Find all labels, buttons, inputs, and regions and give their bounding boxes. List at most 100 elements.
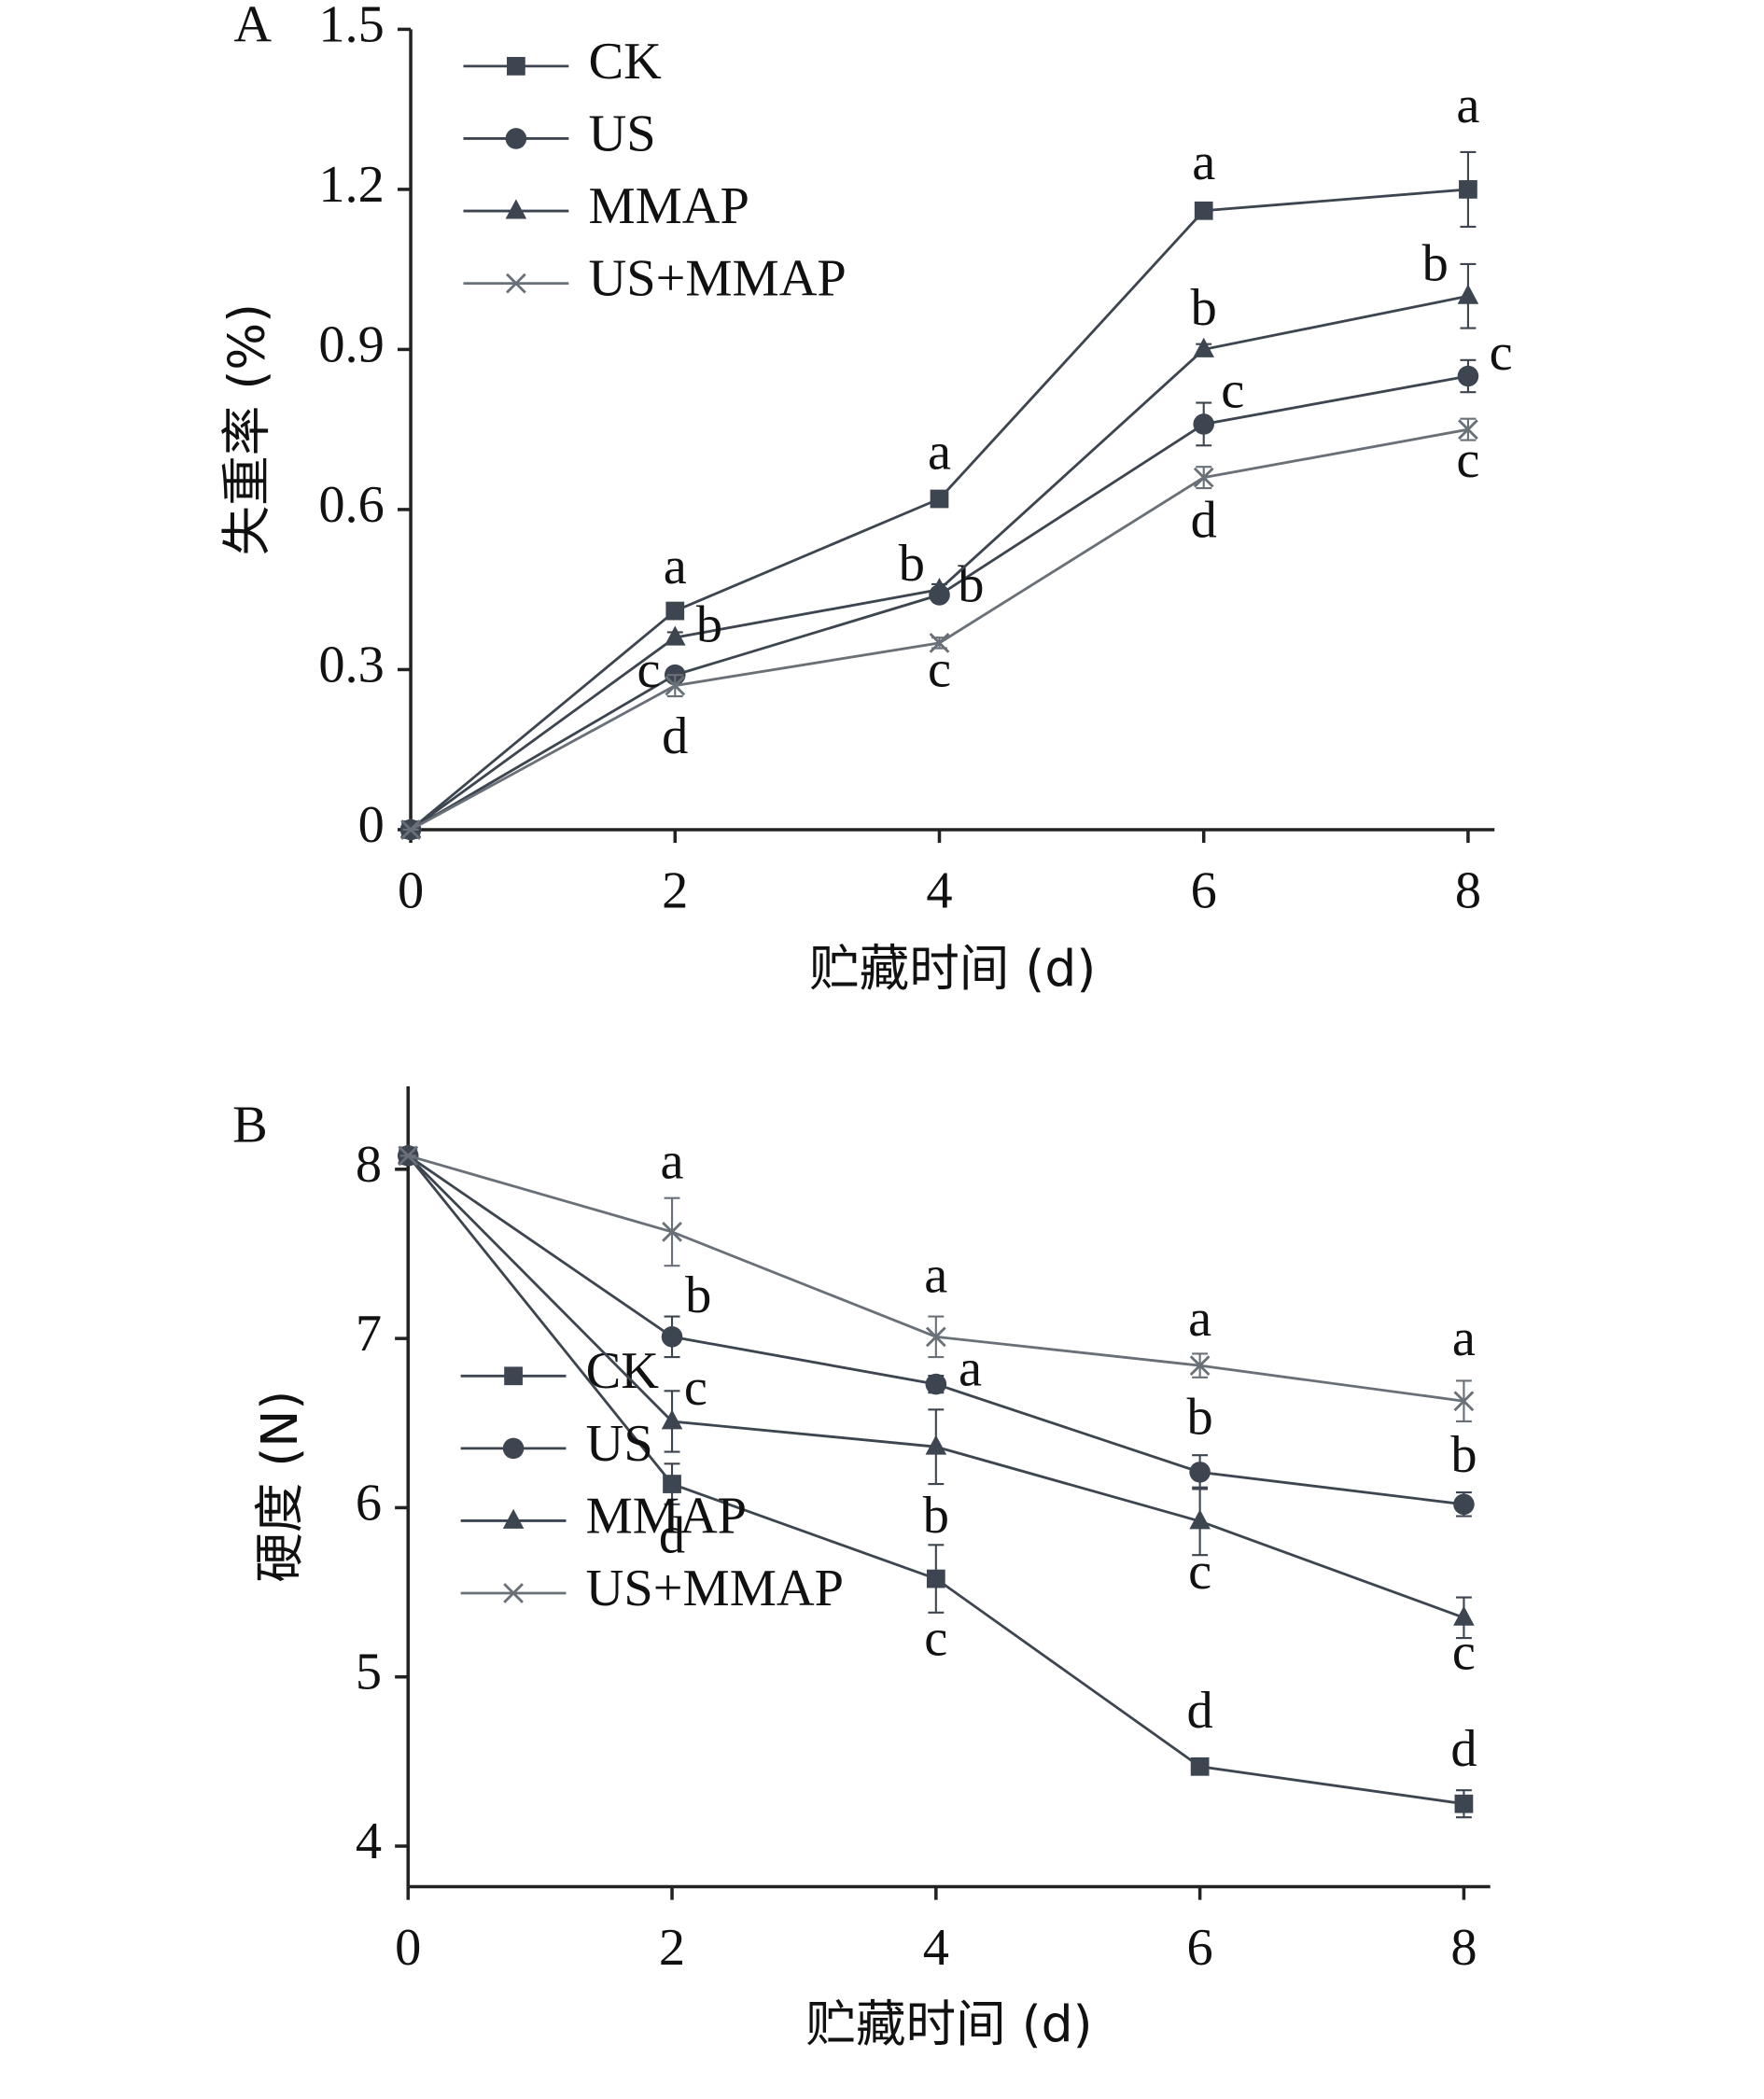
significance-label: a xyxy=(664,538,687,595)
data-point xyxy=(665,675,686,696)
x-tick-label: 8 xyxy=(1455,861,1481,919)
significance-label: c xyxy=(928,641,951,699)
data-point xyxy=(1453,1391,1475,1412)
x-tick-label: 4 xyxy=(923,1919,949,1977)
significance-label: c xyxy=(1490,324,1513,382)
significance-label: b xyxy=(1187,1389,1213,1447)
y-tick-label: 0 xyxy=(358,796,385,854)
panel-label: A xyxy=(233,0,272,53)
data-point xyxy=(925,1434,947,1455)
legend-marker xyxy=(505,128,527,149)
y-tick-label: 4 xyxy=(356,1812,382,1870)
significance-label: d xyxy=(1450,1720,1477,1778)
significance-label: c xyxy=(684,1359,707,1417)
data-point xyxy=(1193,413,1214,435)
legend-marker xyxy=(502,1437,525,1460)
series-line xyxy=(410,188,1469,832)
data-point xyxy=(929,632,950,653)
data-point xyxy=(925,1326,946,1348)
significance-label: c xyxy=(1456,431,1479,489)
data-point xyxy=(664,625,686,646)
significance-label: d xyxy=(662,707,688,765)
significance-label: c xyxy=(1221,361,1244,419)
y-tick-label: 1.2 xyxy=(318,156,385,214)
significance-label: b xyxy=(1450,1426,1477,1484)
legend-marker xyxy=(504,1366,523,1386)
data-point xyxy=(398,1145,419,1167)
legend-entry: US xyxy=(463,105,656,162)
x-tick-label: 0 xyxy=(395,1919,421,1977)
legend-label: MMAP xyxy=(586,1487,747,1545)
series-line xyxy=(410,427,1469,832)
legend-label: US xyxy=(588,105,655,162)
legend-label: US+MMAP xyxy=(588,250,846,308)
y-tick-label: 0.9 xyxy=(318,315,385,373)
significance-label: c xyxy=(924,1610,947,1668)
y-axis-label: 失重率 (%) xyxy=(217,303,276,555)
data-point xyxy=(1189,1509,1211,1530)
data-point xyxy=(1457,365,1479,387)
x-tick-label: 6 xyxy=(1187,1919,1213,1977)
legend-entry: US xyxy=(460,1415,653,1473)
chart-panel: 0 0.3 0.6 0.9 1.2 1.5 0 2 4 6 8 A 贮藏时间 (d) 失重率 (%) a a a… xyxy=(217,0,1513,998)
data-point xyxy=(661,1326,683,1348)
data-point xyxy=(1193,337,1214,357)
series-line xyxy=(410,294,1469,832)
x-axis-label: 贮藏时间 (d) xyxy=(805,1994,1092,2053)
legend-entry: CK xyxy=(463,33,662,91)
y-tick-label: 0.3 xyxy=(318,636,385,693)
data-point xyxy=(1457,284,1479,304)
significance-label: a xyxy=(661,1132,684,1190)
legend-entry: CK xyxy=(460,1342,659,1400)
data-point xyxy=(1458,419,1478,441)
significance-label: a xyxy=(924,1247,947,1305)
data-point xyxy=(930,489,949,509)
x-axis-label: 贮藏时间 (d) xyxy=(809,939,1096,998)
data-point xyxy=(400,819,421,840)
legend-label: CK xyxy=(588,33,662,91)
data-point xyxy=(1193,467,1214,488)
legend-label: US xyxy=(586,1415,653,1473)
significance-label: a xyxy=(928,423,951,481)
legend-marker xyxy=(502,1508,525,1529)
x-tick-label: 4 xyxy=(926,861,952,919)
legend-marker xyxy=(505,199,527,219)
significance-label: b xyxy=(685,1266,711,1324)
significance-label: a xyxy=(1192,133,1215,191)
significance-label: a xyxy=(959,1340,982,1398)
x-tick-label: 8 xyxy=(1450,1919,1477,1977)
x-tick-label: 0 xyxy=(398,861,424,919)
significance-label: b xyxy=(958,556,984,614)
y-tick-label: 7 xyxy=(356,1305,382,1363)
data-point xyxy=(1189,1462,1211,1483)
y-tick-label: 8 xyxy=(356,1136,382,1194)
significance-label: a xyxy=(1456,77,1479,134)
significance-label: b xyxy=(1422,235,1449,293)
significance-label: b xyxy=(899,535,925,593)
significance-label: b xyxy=(1191,279,1217,337)
significance-label: a xyxy=(1188,1290,1211,1348)
data-point xyxy=(1453,1605,1475,1626)
y-axis-label: 硬度 (N) xyxy=(250,1391,309,1583)
legend-entry: MMAP xyxy=(460,1487,747,1545)
data-point xyxy=(925,1373,947,1395)
significance-label: d xyxy=(659,1507,685,1565)
y-tick-label: 1.5 xyxy=(318,0,385,53)
significance-label: a xyxy=(1452,1309,1476,1367)
x-tick-label: 2 xyxy=(662,861,688,919)
significance-label: b xyxy=(923,1487,949,1545)
legend-marker xyxy=(506,273,526,294)
legend-label: US+MMAP xyxy=(586,1560,844,1617)
legend-entry: US+MMAP xyxy=(463,250,847,308)
data-point xyxy=(1453,1493,1475,1516)
data-point xyxy=(663,1475,681,1493)
data-point xyxy=(1454,1794,1474,1813)
y-tick-label: 5 xyxy=(356,1644,382,1701)
legend-marker xyxy=(503,1583,524,1603)
y-tick-label: 6 xyxy=(356,1474,382,1532)
panel-label: B xyxy=(232,1096,268,1154)
significance-label: c xyxy=(1188,1543,1211,1601)
legend-entry: MMAP xyxy=(463,177,749,235)
data-point xyxy=(661,1409,683,1430)
